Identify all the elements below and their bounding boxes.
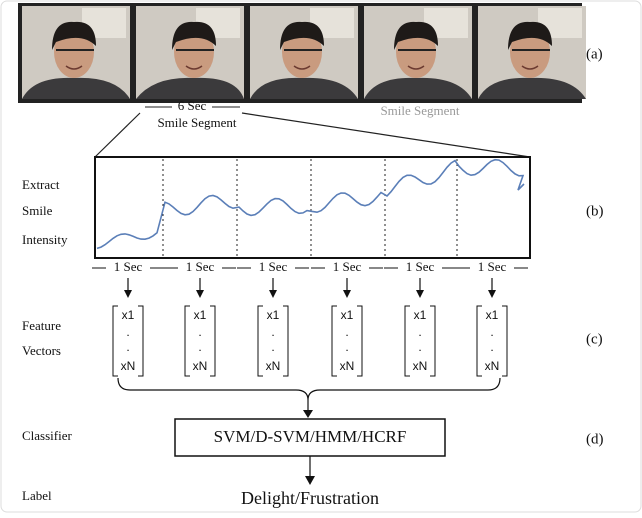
vector-entry: . (126, 325, 129, 339)
segment-caption: Smile Segment (157, 115, 236, 130)
vector-entry: . (271, 340, 274, 354)
panel-label: (c) (586, 331, 603, 347)
bracket (184, 305, 190, 377)
hair (394, 21, 438, 50)
arrow-head (124, 290, 132, 298)
vector-entry: xN (266, 359, 281, 373)
arrow-head (343, 290, 351, 298)
zoom-line (94, 112, 141, 158)
bracket (112, 305, 118, 377)
shirt (250, 77, 358, 99)
panel-label: (d) (586, 431, 604, 447)
classifier-label: Classifier (22, 428, 72, 443)
vector-entry: . (126, 340, 129, 354)
shirt (22, 77, 130, 99)
faded-caption: Smile Segment (380, 103, 459, 118)
vector-entry: . (345, 340, 348, 354)
shirt (136, 77, 244, 99)
bracket (210, 305, 216, 377)
bracket (331, 305, 337, 377)
vector-entry: x1 (414, 308, 427, 322)
vector-entry: . (490, 325, 493, 339)
vector-entry: x1 (122, 308, 135, 322)
output-label: Label (22, 488, 52, 503)
vector-entry: xN (485, 359, 500, 373)
duration: 6 Sec (178, 98, 207, 113)
hair (172, 21, 216, 50)
vector-entry: . (418, 325, 421, 339)
zoom-line (241, 112, 531, 158)
shirt (478, 77, 586, 99)
vector-entry: xN (340, 359, 355, 373)
window-dividers (162, 159, 458, 256)
arrow-head (196, 290, 204, 298)
classifier-box (174, 418, 446, 457)
vector-entry: xN (121, 359, 136, 373)
panel-label: (b) (586, 203, 604, 219)
window-label: 1 Sec (114, 259, 143, 274)
vector-entry: . (490, 340, 493, 354)
bracket (404, 305, 410, 377)
bracket (357, 305, 363, 377)
hair (52, 21, 96, 50)
bracket (283, 305, 289, 377)
vector-entry: . (198, 325, 201, 339)
bracket (138, 305, 144, 377)
intensity-label: Extract (22, 177, 60, 192)
windows: 1 Sec x1.. xN 1 Sec x1.. xN 1 Sec x1.. xN 1 Sec x1… (92, 259, 528, 377)
window-label: 1 Sec (406, 259, 435, 274)
intensity-label: Smile (22, 203, 53, 218)
hair (280, 21, 324, 50)
intensity-signal (96, 158, 525, 250)
window-label: 1 Sec (186, 259, 215, 274)
bracket (257, 305, 263, 377)
intensity-box (94, 156, 531, 259)
bracket (502, 305, 508, 377)
mouth (521, 65, 539, 70)
mouth (65, 65, 83, 70)
arrow-head (416, 290, 424, 298)
vector-entry: xN (413, 359, 428, 373)
features-label: Feature (22, 318, 61, 333)
vector-entry: x1 (194, 308, 207, 322)
mouth (185, 65, 203, 70)
classifier-name: SVM/D-SVM/HMM/HCRF (214, 427, 407, 446)
hair (508, 21, 552, 50)
vector-entry: . (418, 340, 421, 354)
window-label: 1 Sec (259, 259, 288, 274)
vector-entry: x1 (486, 308, 499, 322)
vector-entry: x1 (267, 308, 280, 322)
bracket (476, 305, 482, 377)
photo-strip (18, 3, 586, 103)
vector-entry: . (198, 340, 201, 354)
panel-label: (a) (586, 46, 603, 62)
arrow-head (303, 410, 313, 418)
mouth (293, 65, 311, 70)
window-label: 1 Sec (478, 259, 507, 274)
arrow-head (305, 476, 315, 485)
output-value: Delight/Frustration (241, 488, 379, 508)
mouth (407, 65, 425, 70)
vector-entry: xN (193, 359, 208, 373)
vector-entry: . (345, 325, 348, 339)
vector-entry: . (271, 325, 274, 339)
window-label: 1 Sec (333, 259, 362, 274)
shirt (364, 77, 472, 99)
features-label: Vectors (22, 343, 61, 358)
intensity-label: Intensity (22, 232, 68, 247)
vector-entry: x1 (341, 308, 354, 322)
arrow-head (488, 290, 496, 298)
bracket (430, 305, 436, 377)
arrow-head (269, 290, 277, 298)
